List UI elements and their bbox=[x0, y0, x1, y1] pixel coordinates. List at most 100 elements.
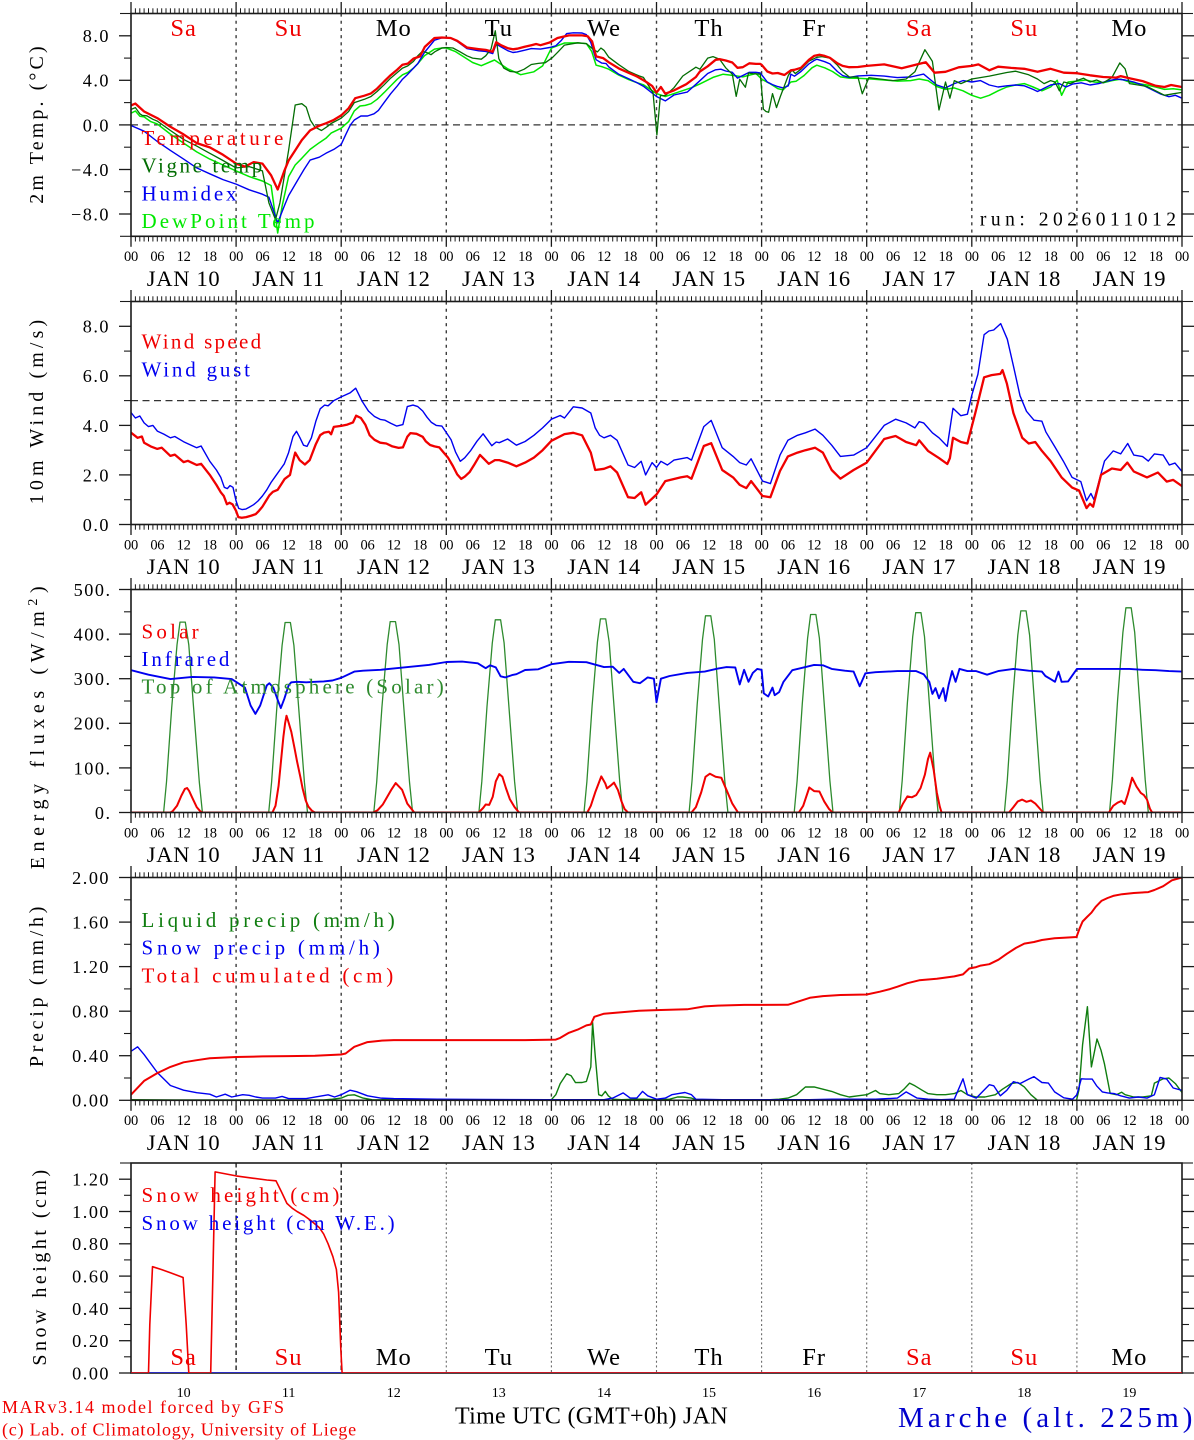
svg-text:00: 00 bbox=[544, 537, 558, 553]
svg-text:00: 00 bbox=[860, 537, 874, 553]
svg-text:06: 06 bbox=[1096, 537, 1110, 553]
svg-text:Solar: Solar bbox=[142, 619, 202, 643]
svg-text:12: 12 bbox=[492, 825, 506, 841]
svg-text:18: 18 bbox=[308, 825, 322, 841]
svg-text:06: 06 bbox=[255, 249, 269, 265]
svg-text:12: 12 bbox=[912, 825, 926, 841]
svg-text:JAN 12: JAN 12 bbox=[357, 842, 431, 867]
svg-text:18: 18 bbox=[939, 1113, 953, 1129]
svg-text:18: 18 bbox=[728, 249, 742, 265]
svg-text:18: 18 bbox=[728, 825, 742, 841]
svg-text:06: 06 bbox=[991, 249, 1005, 265]
svg-text:12: 12 bbox=[597, 537, 611, 553]
svg-text:−4.0: −4.0 bbox=[71, 160, 110, 180]
svg-text:JAN 18: JAN 18 bbox=[988, 554, 1062, 579]
svg-text:18: 18 bbox=[833, 825, 847, 841]
svg-text:06: 06 bbox=[361, 537, 375, 553]
svg-text:0.00: 0.00 bbox=[72, 1091, 110, 1111]
svg-text:06: 06 bbox=[466, 825, 480, 841]
svg-text:Precip (mm/h): Precip (mm/h) bbox=[26, 903, 48, 1067]
svg-text:00: 00 bbox=[334, 537, 348, 553]
svg-text:12: 12 bbox=[807, 537, 821, 553]
svg-text:18: 18 bbox=[939, 537, 953, 553]
svg-text:JAN 10: JAN 10 bbox=[147, 266, 221, 291]
svg-text:12: 12 bbox=[807, 825, 821, 841]
svg-text:00: 00 bbox=[965, 537, 979, 553]
svg-text:06: 06 bbox=[781, 825, 795, 841]
svg-text:06: 06 bbox=[150, 825, 164, 841]
svg-text:18: 18 bbox=[203, 825, 217, 841]
svg-text:00: 00 bbox=[965, 1113, 979, 1129]
svg-text:JAN 14: JAN 14 bbox=[567, 266, 641, 291]
svg-text:Su: Su bbox=[1010, 1344, 1038, 1371]
svg-text:JAN 11: JAN 11 bbox=[252, 842, 325, 867]
svg-text:00: 00 bbox=[650, 249, 664, 265]
svg-text:JAN 19: JAN 19 bbox=[1093, 1130, 1167, 1155]
svg-text:We: We bbox=[587, 1344, 621, 1371]
svg-text:JAN 14: JAN 14 bbox=[567, 1130, 641, 1155]
svg-text:2.0: 2.0 bbox=[83, 465, 110, 485]
svg-text:06: 06 bbox=[466, 1113, 480, 1129]
svg-text:16: 16 bbox=[807, 1386, 821, 1401]
svg-text:Fr: Fr bbox=[802, 1344, 826, 1371]
svg-text:0.80: 0.80 bbox=[72, 1002, 110, 1022]
svg-text:JAN 10: JAN 10 bbox=[147, 842, 221, 867]
svg-text:MARv3.14 model forced by GFS: MARv3.14 model forced by GFS bbox=[2, 1397, 286, 1417]
svg-text:00: 00 bbox=[229, 537, 243, 553]
svg-text:18: 18 bbox=[518, 1113, 532, 1129]
svg-text:8.0: 8.0 bbox=[83, 26, 110, 46]
svg-text:Tu: Tu bbox=[485, 15, 513, 42]
svg-text:JAN 12: JAN 12 bbox=[357, 1130, 431, 1155]
svg-text:JAN 11: JAN 11 bbox=[252, 266, 325, 291]
svg-text:12: 12 bbox=[387, 537, 401, 553]
svg-text:06: 06 bbox=[150, 1113, 164, 1129]
svg-text:00: 00 bbox=[544, 1113, 558, 1129]
svg-text:06: 06 bbox=[991, 825, 1005, 841]
svg-text:0.0: 0.0 bbox=[83, 515, 110, 535]
svg-text:00: 00 bbox=[439, 537, 453, 553]
svg-text:−8.0: −8.0 bbox=[71, 204, 110, 224]
svg-text:JAN 10: JAN 10 bbox=[147, 1130, 221, 1155]
svg-text:0.0: 0.0 bbox=[83, 115, 110, 135]
svg-text:00: 00 bbox=[1070, 537, 1084, 553]
svg-text:11: 11 bbox=[282, 1386, 295, 1401]
svg-text:JAN 15: JAN 15 bbox=[672, 554, 746, 579]
svg-text:00: 00 bbox=[334, 825, 348, 841]
svg-text:00: 00 bbox=[124, 249, 138, 265]
svg-text:12: 12 bbox=[912, 1113, 926, 1129]
svg-text:06: 06 bbox=[571, 537, 585, 553]
svg-text:00: 00 bbox=[755, 249, 769, 265]
svg-text:00: 00 bbox=[1175, 825, 1189, 841]
svg-text:0.40: 0.40 bbox=[72, 1046, 110, 1066]
svg-text:JAN 13: JAN 13 bbox=[462, 842, 536, 867]
svg-text:06: 06 bbox=[781, 249, 795, 265]
svg-text:12: 12 bbox=[177, 249, 191, 265]
svg-text:18: 18 bbox=[1149, 825, 1163, 841]
svg-text:500.: 500. bbox=[74, 580, 112, 600]
svg-text:Fr: Fr bbox=[802, 15, 826, 42]
svg-text:4.0: 4.0 bbox=[83, 71, 110, 91]
svg-text:JAN 12: JAN 12 bbox=[357, 554, 431, 579]
svg-text:JAN 18: JAN 18 bbox=[988, 1130, 1062, 1155]
svg-text:18: 18 bbox=[728, 537, 742, 553]
svg-text:00: 00 bbox=[229, 249, 243, 265]
svg-text:18: 18 bbox=[203, 1113, 217, 1129]
svg-text:18: 18 bbox=[413, 1113, 427, 1129]
svg-text:00: 00 bbox=[439, 249, 453, 265]
svg-text:18: 18 bbox=[308, 537, 322, 553]
svg-text:Snow precip (mm/h): Snow precip (mm/h) bbox=[142, 936, 384, 960]
svg-text:JAN 16: JAN 16 bbox=[777, 842, 851, 867]
svg-text:12: 12 bbox=[1017, 825, 1031, 841]
svg-text:17: 17 bbox=[912, 1386, 926, 1401]
svg-text:06: 06 bbox=[361, 1113, 375, 1129]
svg-text:Tu: Tu bbox=[485, 1344, 513, 1371]
svg-text:12: 12 bbox=[177, 537, 191, 553]
svg-text:00: 00 bbox=[860, 1113, 874, 1129]
svg-text:Humidex: Humidex bbox=[142, 181, 240, 205]
svg-text:Sa: Sa bbox=[906, 1344, 933, 1371]
svg-text:JAN 15: JAN 15 bbox=[672, 842, 746, 867]
svg-text:14: 14 bbox=[597, 1386, 611, 1401]
svg-text:JAN 18: JAN 18 bbox=[988, 266, 1062, 291]
svg-text:12: 12 bbox=[177, 1113, 191, 1129]
svg-text:06: 06 bbox=[781, 1113, 795, 1129]
